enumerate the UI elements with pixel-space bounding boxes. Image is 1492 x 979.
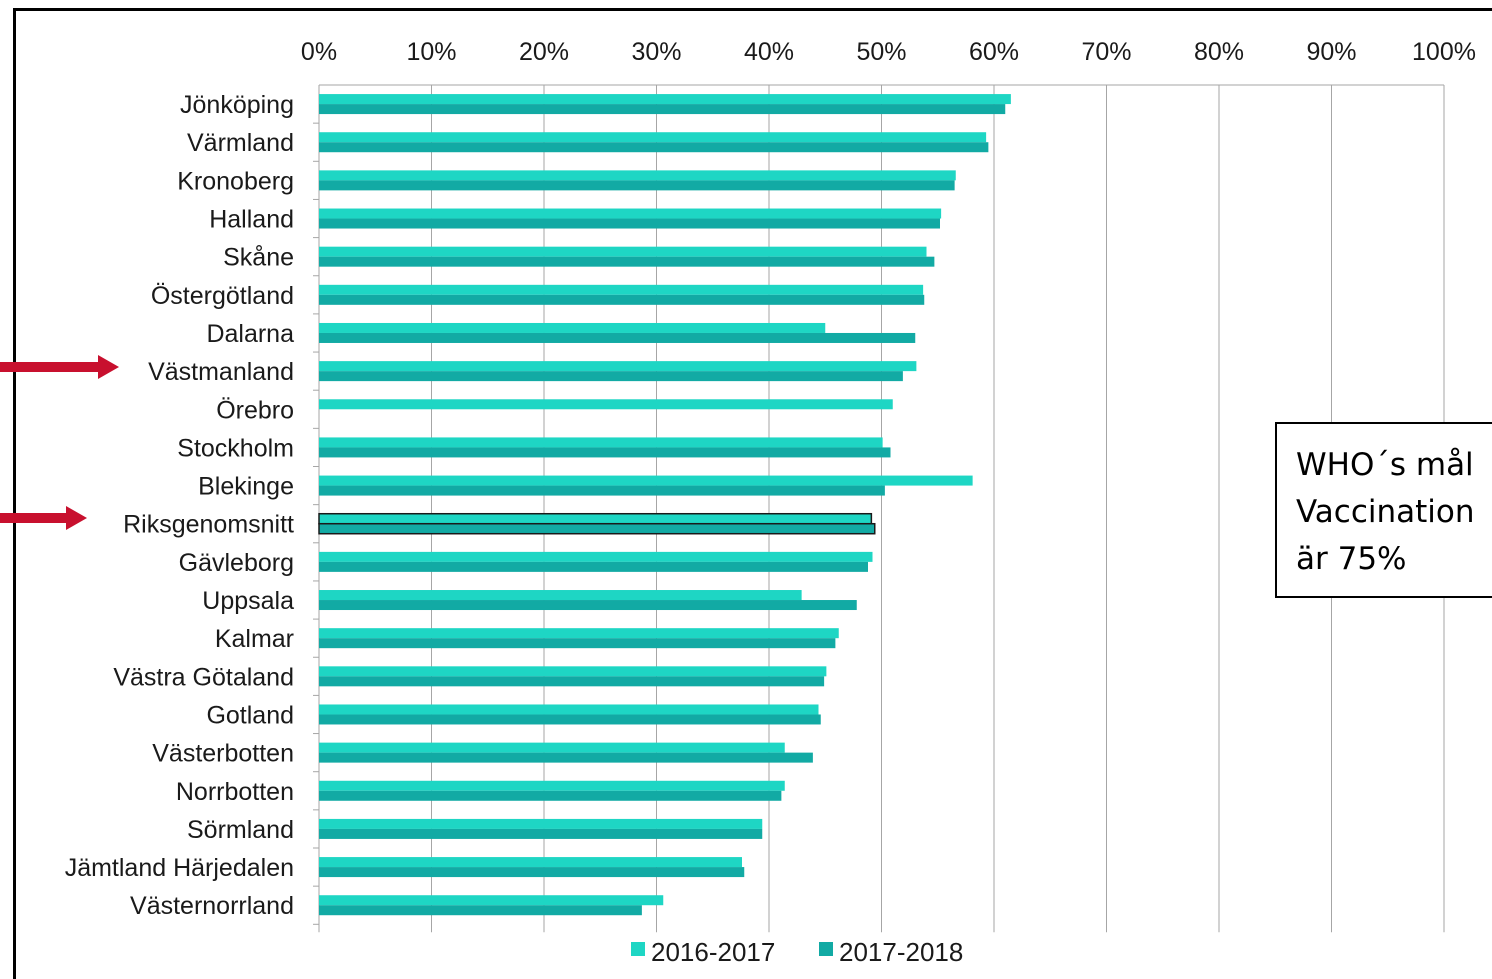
bar-2016-2017 — [319, 628, 839, 639]
category-label: Kronoberg — [177, 167, 294, 195]
bar-2017-2018 — [319, 485, 885, 496]
category-label: Gotland — [206, 701, 294, 729]
bar-2017-2018 — [319, 561, 868, 572]
x-tick-label: 0% — [301, 38, 337, 66]
category-label: Skåne — [223, 244, 294, 272]
chart-frame — [13, 8, 1492, 979]
category-label: Stockholm — [177, 434, 294, 462]
bar-2017-2018 — [319, 180, 955, 191]
bar-2016-2017 — [318, 512, 873, 525]
legend-label: 2017-2018 — [839, 937, 963, 967]
x-tick-label: 30% — [631, 38, 681, 66]
x-tick-label: 40% — [744, 38, 794, 66]
x-tick-label: 70% — [1081, 38, 1131, 66]
bar-2017-2018 — [319, 447, 891, 458]
highlight-arrow-vastmanland — [0, 355, 119, 379]
category-label: Värmland — [187, 129, 294, 157]
bar-2016-2017 — [319, 475, 973, 486]
x-tick-label: 60% — [969, 38, 1019, 66]
bar-2016-2017 — [319, 590, 802, 601]
category-label: Västerbotten — [152, 740, 294, 768]
x-tick-label: 20% — [519, 38, 569, 66]
category-label: Kalmar — [215, 625, 294, 653]
bar-2016-2017 — [319, 818, 763, 829]
bar-2016-2017 — [319, 361, 917, 372]
category-label: Västernorrland — [130, 892, 294, 920]
bar-2016-2017 — [319, 857, 742, 868]
bar-2016-2017 — [319, 170, 956, 181]
x-tick-label: 90% — [1306, 38, 1356, 66]
bar-2017-2018 — [319, 600, 857, 611]
x-tick-label: 80% — [1194, 38, 1244, 66]
bar-2016-2017 — [319, 246, 927, 257]
highlight-arrow-riksgenomsnitt — [0, 506, 87, 530]
category-label: Västmanland — [148, 358, 294, 386]
bar-2016-2017 — [319, 132, 987, 143]
bar-2016-2017 — [319, 208, 942, 219]
bar-2017-2018 — [319, 142, 989, 153]
who-goal-annotation: WHO´s mål Vaccination är 75% — [1275, 422, 1492, 598]
bar-2017-2018 — [319, 752, 813, 763]
bar-2017-2018 — [319, 905, 642, 916]
category-label: Västra Götaland — [113, 663, 294, 691]
bar-2016-2017 — [319, 704, 819, 715]
bar-2016-2017 — [319, 284, 924, 295]
legend-label: 2016-2017 — [651, 937, 775, 967]
legend-swatch — [631, 942, 645, 956]
bar-2017-2018 — [319, 790, 782, 801]
bar-2017-2018 — [319, 676, 825, 687]
x-tick-label: 10% — [406, 38, 456, 66]
bar-2017-2018 — [319, 714, 821, 725]
bar-2016-2017 — [319, 551, 873, 562]
annotation-line-2: Vaccination — [1296, 494, 1475, 530]
category-label: Östergötland — [151, 282, 294, 310]
bar-2017-2018 — [319, 638, 836, 649]
bar-2017-2018 — [318, 522, 876, 535]
bar-2016-2017 — [319, 742, 785, 753]
category-label: Halland — [209, 206, 294, 234]
x-tick-label: 100% — [1412, 38, 1476, 66]
category-label: Norrbotten — [176, 778, 294, 806]
x-tick-label: 50% — [856, 38, 906, 66]
annotation-line-1: WHO´s mål — [1296, 447, 1474, 483]
bar-2017-2018 — [319, 294, 925, 305]
bar-2016-2017 — [319, 780, 785, 791]
bar-2016-2017 — [319, 437, 883, 448]
annotation-line-3: är 75% — [1296, 541, 1407, 577]
legend-swatch — [819, 942, 833, 956]
bar-2016-2017 — [319, 322, 826, 333]
category-label: Jönköping — [180, 91, 294, 119]
category-label: Riksgenomsnitt — [123, 511, 294, 539]
category-label: Dalarna — [206, 320, 294, 348]
category-label: Örebro — [216, 396, 294, 424]
bar-2017-2018 — [319, 218, 940, 229]
category-label: Uppsala — [202, 587, 294, 615]
category-label: Gävleborg — [179, 549, 294, 577]
bar-2017-2018 — [319, 104, 1006, 115]
bar-2017-2018 — [319, 828, 763, 839]
category-label: Blekinge — [198, 473, 294, 501]
bar-2017-2018 — [319, 332, 916, 343]
bar-2016-2017 — [319, 399, 893, 410]
bar-2017-2018 — [319, 256, 935, 267]
bar-2017-2018 — [319, 371, 903, 382]
category-label: Sörmland — [187, 816, 294, 844]
bar-2017-2018 — [319, 867, 745, 878]
category-label: Jämtland Härjedalen — [65, 854, 294, 882]
bar-2016-2017 — [319, 895, 664, 906]
bar-2016-2017 — [319, 666, 827, 677]
bar-2016-2017 — [319, 94, 1011, 105]
